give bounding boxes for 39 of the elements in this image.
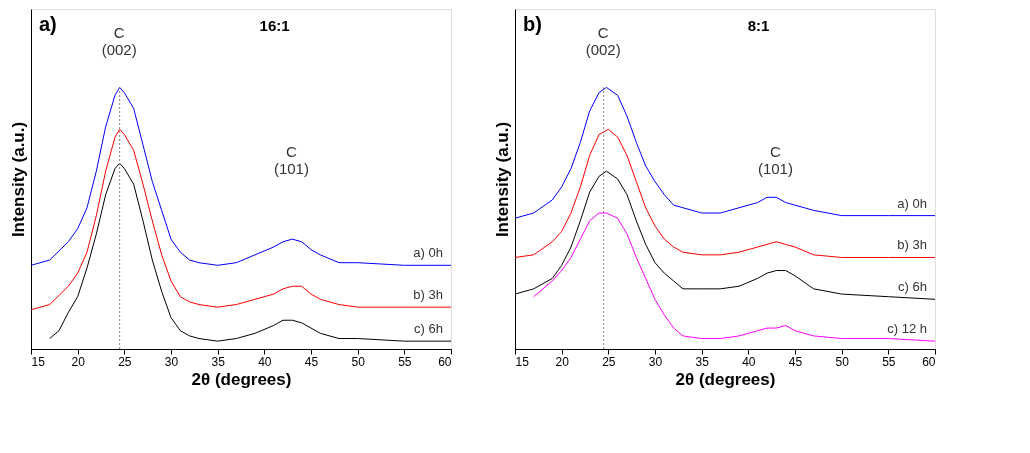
x-tick-label: 55 [882,354,896,369]
x-tick-label: 45 [304,354,319,369]
text: a) [39,13,57,35]
series-label: a) 0h [897,195,927,211]
annotation: C (101) [757,143,793,177]
x-tick-label: 60 [922,354,936,369]
text: C (002) [585,24,621,58]
series-label: c) 12 h [887,321,927,337]
x-axis-title: 2θ (degrees) [191,369,292,389]
x-tick-label: 55 [398,354,412,369]
x-tick-label: 40 [258,354,272,369]
x-axis-title: 2θ (degrees) [675,369,776,389]
x-tick-label: 20 [555,354,570,369]
annotation: C (101) [273,143,309,177]
x-tick-label: 25 [602,354,616,369]
text: b) [523,13,542,35]
series-label: c) 6h [414,321,443,337]
x-tick-label: 60 [438,354,452,369]
x-tick-label: 30 [164,354,179,369]
chart-title: 8:1 [747,17,770,34]
series-label: b) 3h [897,237,927,253]
x-tick-label: 45 [788,354,803,369]
series-label: a) 0h [413,245,443,261]
x-tick-label: 15 [31,354,46,369]
x-tick-label: 35 [211,354,226,369]
series-label: c) 6h [898,279,927,295]
x-tick-label: 25 [118,354,132,369]
y-axis-title: Intensity (a.u.) [492,121,512,238]
x-tick-label: 30 [648,354,663,369]
x-tick-label: 50 [835,354,850,369]
x-tick-label: 50 [351,354,366,369]
chart-title: 16:1 [259,17,290,34]
x-tick-label: 20 [71,354,86,369]
x-tick-label: 35 [695,354,710,369]
x-tick-label: 15 [515,354,530,369]
y-axis-title: Intensity (a.u.) [8,121,28,238]
x-tick-label: 40 [742,354,756,369]
text: C (002) [101,24,137,58]
series-label: b) 3h [413,287,443,303]
